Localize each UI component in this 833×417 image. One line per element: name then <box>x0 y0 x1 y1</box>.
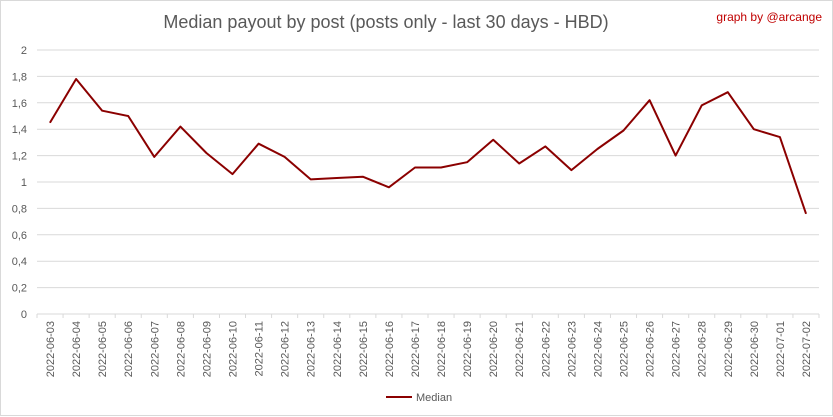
x-tick-label: 2022-06-29 <box>723 321 735 377</box>
data-point <box>805 213 807 215</box>
x-tick-label: 2022-06-24 <box>592 321 604 377</box>
x-tick-label: 2022-06-23 <box>566 321 578 377</box>
x-tick-label: 2022-06-22 <box>540 321 552 377</box>
y-tick-label: 0,6 <box>12 230 27 242</box>
y-tick-label: 0,4 <box>12 256 27 268</box>
data-point <box>466 161 468 163</box>
data-point <box>127 115 129 117</box>
x-tick-label: 2022-07-02 <box>801 321 813 377</box>
data-point <box>205 152 207 154</box>
x-tick-label: 2022-06-13 <box>306 321 318 377</box>
data-point <box>153 156 155 158</box>
data-point <box>544 145 546 147</box>
x-tick-label: 2022-06-20 <box>488 321 500 377</box>
data-point <box>258 143 260 145</box>
data-point <box>232 173 233 175</box>
x-tick-label: 2022-06-11 <box>254 321 266 376</box>
x-tick-label: 2022-06-16 <box>384 321 396 377</box>
data-point <box>779 136 781 138</box>
data-point <box>675 155 677 157</box>
y-tick-label: 2 <box>21 45 27 57</box>
data-point <box>75 78 77 80</box>
data-point <box>101 110 103 112</box>
credit-label: graph by @arcange <box>716 10 822 24</box>
data-point <box>570 169 572 171</box>
legend-label: Median <box>416 392 452 404</box>
x-tick-label: 2022-06-30 <box>749 321 761 377</box>
data-point <box>284 156 286 158</box>
x-tick-label: 2022-06-04 <box>71 321 83 377</box>
series-line-median <box>49 78 807 215</box>
y-tick-label: 0,8 <box>12 203 27 215</box>
x-tick-label: 2022-06-12 <box>280 321 292 377</box>
y-tick-label: 1,4 <box>12 124 27 136</box>
x-tick-label: 2022-06-03 <box>45 321 57 377</box>
x-tick-label: 2022-06-10 <box>228 321 240 377</box>
x-tick-label: 2022-06-17 <box>410 321 422 377</box>
x-tick-label: 2022-07-01 <box>775 321 787 377</box>
x-tick-label: 2022-06-19 <box>462 321 474 377</box>
y-tick-label: 0 <box>21 309 27 321</box>
x-tick-label: 2022-06-14 <box>332 321 344 377</box>
x-tick-label: 2022-06-15 <box>358 321 370 377</box>
x-tick-label: 2022-06-07 <box>149 321 161 377</box>
x-tick-label: 2022-06-09 <box>201 321 213 377</box>
data-point <box>310 178 312 180</box>
y-tick-label: 0,2 <box>12 283 27 295</box>
y-tick-label: 1,8 <box>12 71 27 83</box>
x-tick-label: 2022-06-08 <box>175 321 187 377</box>
data-point <box>518 163 520 165</box>
x-tick-label: 2022-06-27 <box>671 321 683 377</box>
data-point <box>492 139 494 141</box>
data-point <box>440 166 442 168</box>
data-point <box>596 148 598 150</box>
data-point <box>336 177 338 179</box>
data-point <box>179 126 181 128</box>
chart-title: Median payout by post (posts only - last… <box>163 12 609 32</box>
data-point <box>49 122 51 124</box>
data-point <box>727 91 729 93</box>
y-tick-label: 1 <box>21 177 27 189</box>
x-tick-label: 2022-06-26 <box>645 321 657 377</box>
data-point <box>414 166 416 168</box>
data-point <box>701 104 703 106</box>
x-tick-label: 2022-06-21 <box>514 321 526 377</box>
y-tick-label: 1,6 <box>12 98 27 110</box>
data-point <box>388 186 390 188</box>
data-point <box>623 130 624 132</box>
x-tick-label: 2022-06-06 <box>123 321 135 377</box>
y-tick-label: 1,2 <box>12 151 27 163</box>
x-tick-label: 2022-06-05 <box>97 321 109 377</box>
x-tick-label: 2022-06-28 <box>697 321 709 377</box>
x-tick-label: 2022-06-18 <box>436 321 448 377</box>
x-tick-label: 2022-06-25 <box>619 321 631 377</box>
data-point <box>649 99 651 101</box>
data-point <box>362 176 364 178</box>
data-point <box>753 128 755 130</box>
